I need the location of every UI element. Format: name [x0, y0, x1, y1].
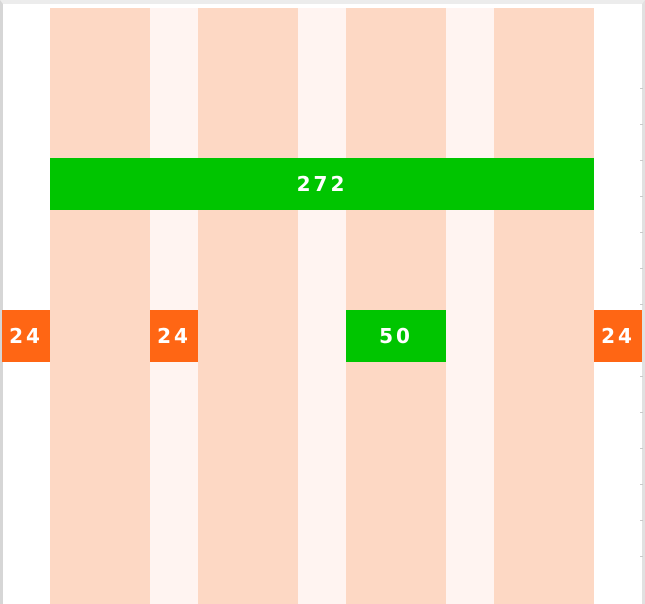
- ruler-tick: [640, 448, 643, 449]
- column-width-badge: 50: [346, 310, 446, 362]
- grid-gutter-2: [298, 8, 346, 604]
- grid-column-4: [494, 8, 594, 604]
- ruler-tick: [640, 520, 643, 521]
- ruler-tick: [640, 304, 643, 305]
- grid-column-2: [198, 8, 298, 604]
- total-width-label: 272: [296, 172, 348, 196]
- right-margin-badge: 24: [594, 310, 642, 362]
- ruler-tick: [640, 160, 643, 161]
- ruler-tick: [640, 124, 643, 125]
- ruler-tick: [640, 484, 643, 485]
- left-margin-label: 24: [9, 324, 43, 348]
- ruler-tick: [640, 232, 643, 233]
- right-margin-label: 24: [601, 324, 635, 348]
- left-margin-badge: 24: [2, 310, 50, 362]
- gutter-width-label: 24: [157, 324, 191, 348]
- ruler-tick: [640, 196, 643, 197]
- grid-gutter-3: [446, 8, 494, 604]
- ruler-tick: [640, 268, 643, 269]
- gutter-width-badge: 24: [150, 310, 198, 362]
- column-width-label: 50: [379, 324, 413, 348]
- ruler-tick: [640, 376, 643, 377]
- total-width-bar: 272: [50, 158, 594, 210]
- ruler-tick: [640, 412, 643, 413]
- grid-column-1: [50, 8, 150, 604]
- ruler-ticks: [640, 8, 643, 604]
- grid-column-3: [346, 8, 446, 604]
- ruler-tick: [640, 88, 643, 89]
- ruler-tick: [640, 556, 643, 557]
- grid-gutter-1: [150, 8, 198, 604]
